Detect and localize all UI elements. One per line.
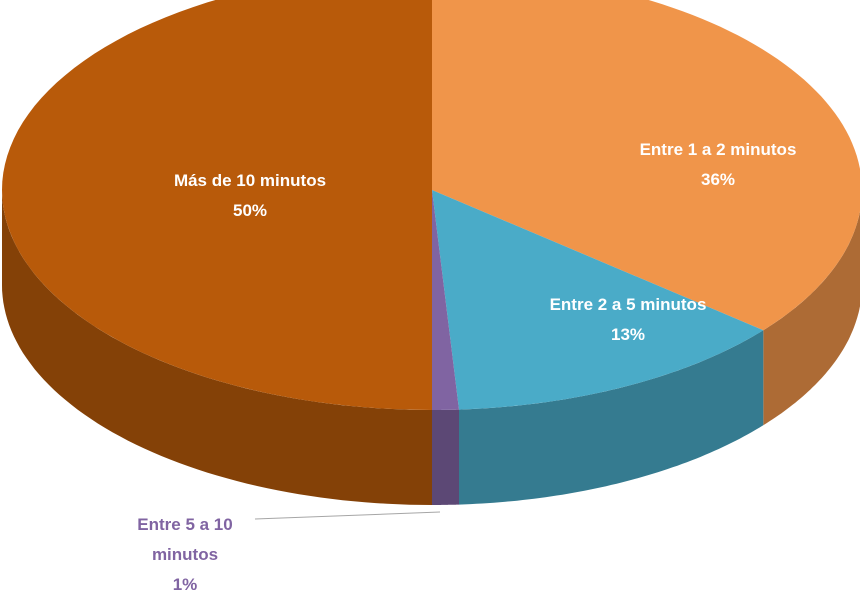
data-label: Entre 5 a 10 minutos 1%: [120, 510, 250, 600]
category-label: Más de 10 minutos: [173, 171, 327, 190]
slice: [432, 0, 860, 331]
data-label: Entre 2 a 5 minutos 13%: [498, 290, 758, 350]
category-label: Entre 1 a 2 minutos: [639, 140, 797, 159]
slice-side: [432, 409, 459, 505]
value-label: 50%: [232, 201, 268, 220]
data-label: Entre 1 a 2 minutos 36%: [588, 135, 848, 195]
category-label: Entre 2 a 5 minutos: [549, 295, 707, 314]
slice: [432, 190, 459, 410]
value-label: 1%: [172, 575, 198, 594]
value-label: 13%: [610, 325, 646, 344]
slice-side: [459, 330, 764, 505]
slice: [432, 190, 764, 410]
slice-side: [2, 190, 432, 505]
data-label: Más de 10 minutos 50%: [120, 166, 380, 226]
value-label: 36%: [700, 170, 736, 189]
slice: [2, 0, 432, 410]
slice-side: [763, 211, 860, 426]
leader-line: [254, 511, 441, 520]
category-label: Entre 5 a 10 minutos: [137, 515, 233, 564]
